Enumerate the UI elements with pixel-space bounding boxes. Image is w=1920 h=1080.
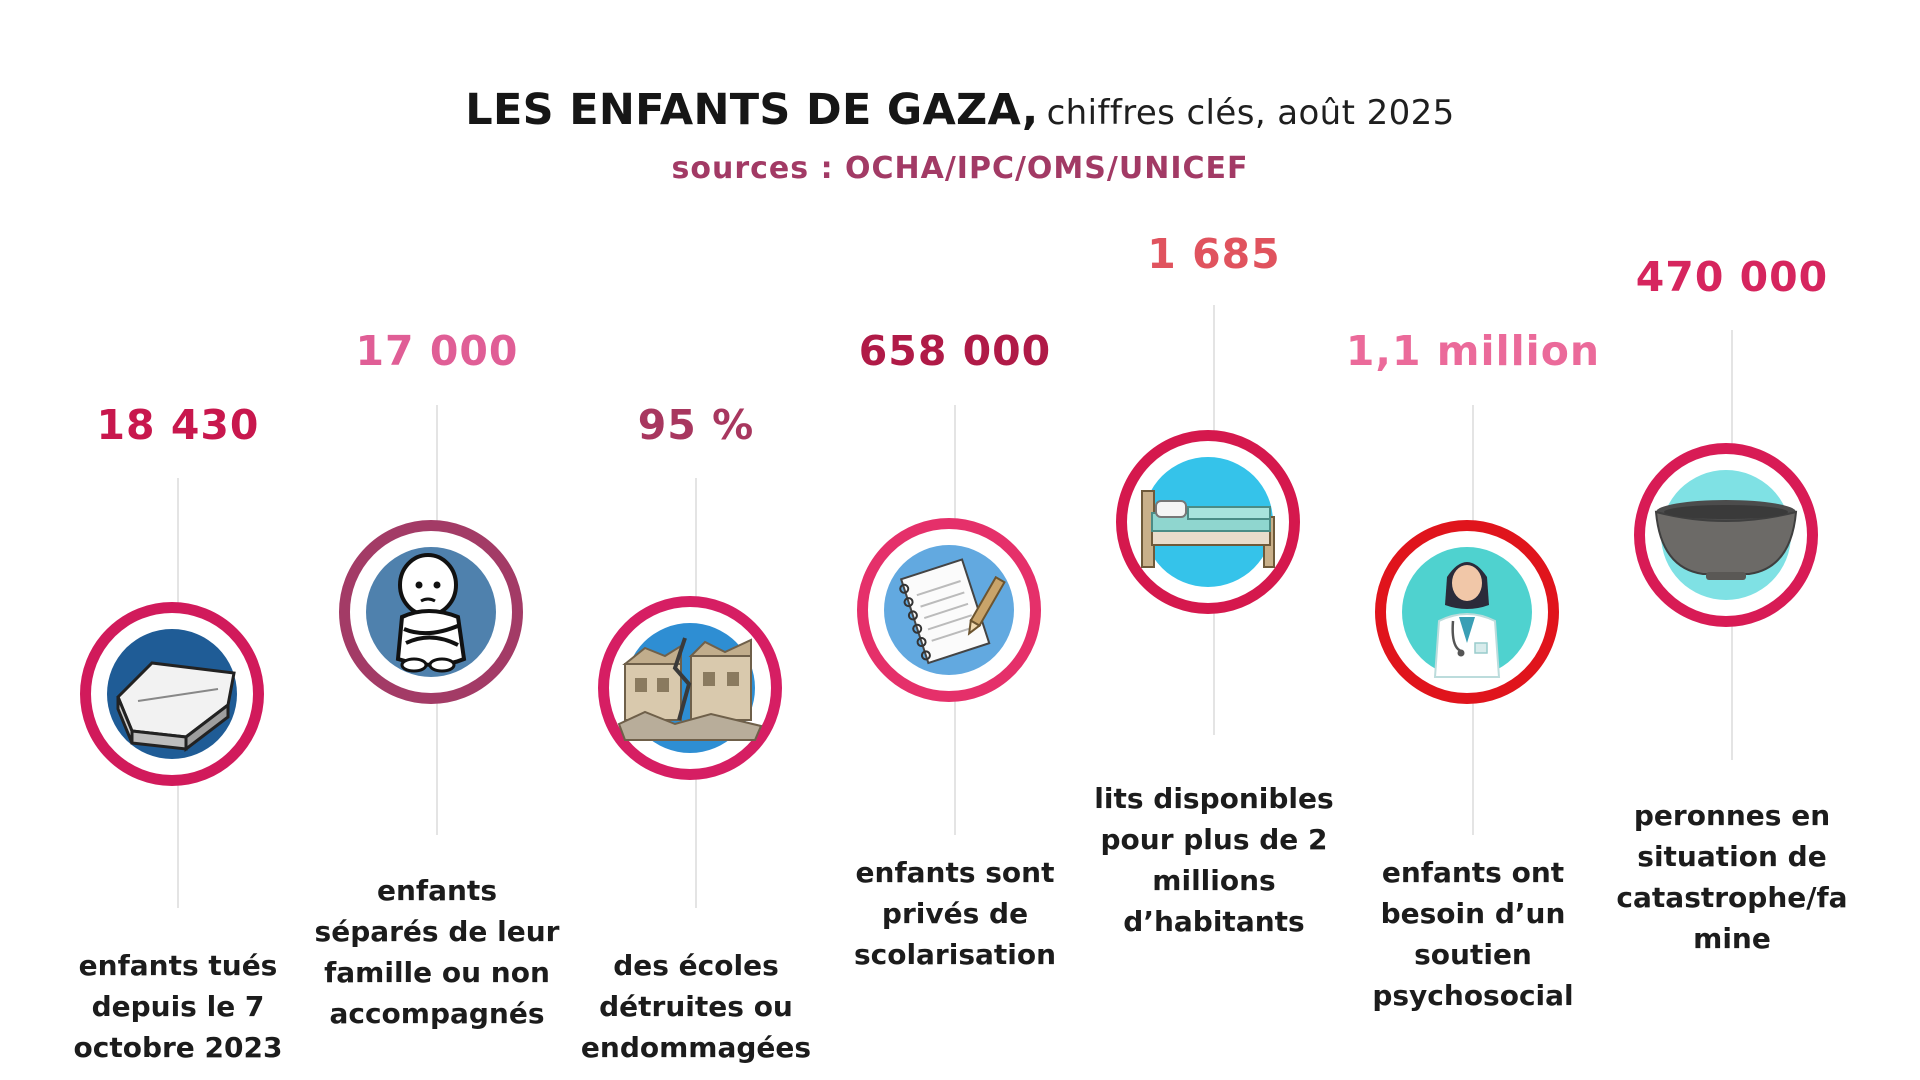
sad-child-icon [395,553,467,673]
header: LES ENFANTS DE GAZA, chiffres clés, août … [0,80,1920,186]
stat-description: enfants ont besoin d’un soutien psychoso… [1343,852,1603,1016]
page-title: LES ENFANTS DE GAZA, [465,85,1039,135]
description-line: millions [1152,864,1276,897]
bowl-icon [1654,500,1798,580]
stat-description: enfants tués depuis le 7 octobre 2023 [48,945,308,1068]
description-line: endommagées [580,1031,812,1064]
description-line: d’habitants [1123,905,1305,938]
stat-value: 18 430 [96,401,260,449]
stat-value: 1,1 million [1345,327,1601,375]
title-line: LES ENFANTS DE GAZA, chiffres clés, août … [0,80,1920,149]
stat-icon-background [1141,457,1275,587]
notebook-icon [899,558,1006,665]
stat-icon-background [617,623,763,753]
stat-description: enfants sont privés de scolarisation [825,852,1085,975]
stat-description: peronnes en situation de catastrophe/fa … [1602,795,1862,959]
stat-description: lits disponibles pour plus de 2 millions… [1084,778,1344,942]
stat-icon-background [366,547,496,677]
description-line: psychosocial [1372,979,1574,1012]
description-line: soutien [1414,938,1532,971]
stat-value: 1 685 [1147,230,1281,278]
page-subtitle: chiffres clés, août 2025 [1046,93,1455,133]
stat-icon-circle [598,596,782,780]
description-line: situation de [1637,840,1827,873]
coffin-icon [116,661,236,753]
sources-line: sources : OCHA/IPC/OMS/UNICEF [671,151,1249,186]
description-line: famille ou non [324,956,550,989]
stat-icon-circle [80,602,264,786]
stat-icon-background [1402,547,1532,678]
bed-icon [1141,490,1275,568]
description-line: pour plus de 2 [1100,823,1328,856]
description-line: des écoles [613,949,779,982]
destroyed-building-icon [617,637,763,741]
stat-icon-circle [1634,443,1818,627]
description-line: depuis le 7 [91,990,265,1023]
doctor-icon [1433,562,1501,678]
stat-icon-background [1654,470,1798,600]
description-line: catastrophe/fa [1616,881,1848,914]
description-line: détruites ou [599,990,793,1023]
stat-icon-circle [339,520,523,704]
description-line: octobre 2023 [73,1031,283,1064]
description-line: mine [1693,922,1771,955]
description-line: accompagnés [329,997,545,1030]
description-line: enfants tués [78,949,278,982]
stat-icon-background [107,629,237,759]
description-line: peronnes en [1633,799,1831,832]
description-line: enfants [377,874,497,907]
description-line: enfants ont [1381,856,1565,889]
stat-description: des écoles détruites ou endommagées [566,945,826,1068]
stat-icon-circle [1375,520,1559,704]
description-line: séparés de leur [314,915,560,948]
stat-value: 470 000 [1635,253,1829,301]
stat-description: enfants séparés de leur famille ou non a… [307,870,567,1034]
stat-value: 658 000 [858,327,1052,375]
description-line: privés de [881,897,1029,930]
stat-value: 95 % [637,401,755,449]
description-line: lits disponibles [1094,782,1334,815]
stat-value: 17 000 [355,327,519,375]
stat-icon-circle [1116,430,1300,614]
description-line: enfants sont [855,856,1055,889]
stat-icon-circle [857,518,1041,702]
description-line: besoin d’un [1380,897,1566,930]
stat-icon-background [884,545,1014,675]
description-line: scolarisation [853,938,1057,971]
